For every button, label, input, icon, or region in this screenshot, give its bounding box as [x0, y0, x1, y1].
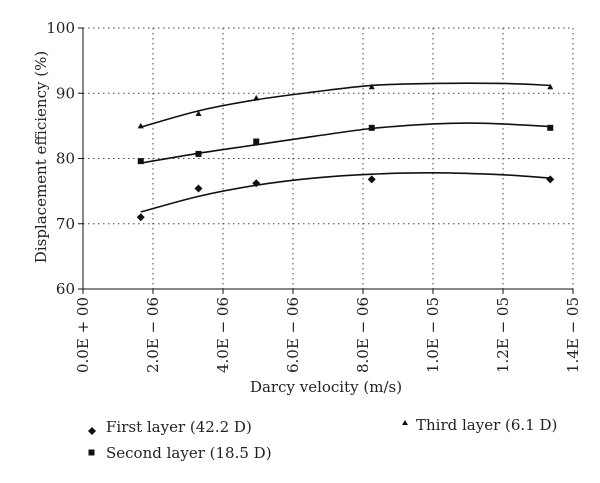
data-point-series-2 — [547, 124, 554, 131]
y-tick-label: 60 — [56, 280, 75, 298]
trend-line-series-1 — [140, 172, 551, 213]
y-tick-label: 80 — [56, 150, 75, 168]
data-point-series-3 — [253, 94, 260, 101]
y-axis-title: Displacement efficiency (%) — [32, 51, 50, 263]
x-tick-label: 1.2E − 05 — [494, 297, 512, 373]
data-point-series-3 — [137, 122, 144, 129]
legend-item-first-layer: First layer (42.2 D) — [88, 418, 252, 436]
data-point-series-3 — [368, 83, 375, 90]
data-point-series-2 — [253, 138, 260, 145]
data-point-series-2 — [195, 150, 202, 157]
grid — [83, 27, 574, 289]
y-ticks: 60 70 80 90 100 — [46, 19, 83, 298]
legend-marker-square — [88, 449, 95, 456]
x-tick-label: 1.4E − 05 — [564, 297, 582, 373]
data-point-series-3 — [195, 110, 202, 116]
legend-marker-diamond — [88, 427, 96, 435]
legend-label: First layer (42.2 D) — [106, 418, 252, 436]
trend-line-series-2 — [140, 122, 551, 164]
data-point-series-2 — [137, 158, 144, 165]
y-tick-label: 70 — [56, 215, 75, 233]
legend-marker-triangle — [402, 420, 408, 425]
x-tick-label: 6.0E − 06 — [284, 297, 302, 373]
x-ticks: 0.0E + 00 2.0E − 06 4.0E − 06 6.0E − 06 8.0E… — [74, 289, 582, 373]
x-tick-label: 2.0E − 06 — [144, 297, 162, 373]
data-point-series-1 — [367, 175, 376, 184]
x-axis-title: Darcy velocity (m/s) — [250, 378, 402, 396]
data-point-series-1 — [252, 179, 261, 188]
data-point-series-1 — [546, 175, 555, 184]
legend-label: Second layer (18.5 D) — [106, 444, 272, 462]
x-tick-label: 0.0E + 00 — [74, 297, 92, 373]
data-point-series-2 — [368, 124, 375, 131]
legend-item-second-layer: Second layer (18.5 D) — [88, 444, 272, 462]
legend-item-third-layer: Third layer (6.1 D) — [402, 416, 557, 434]
y-tick-label: 100 — [46, 19, 75, 37]
x-tick-label: 8.0E − 06 — [354, 297, 372, 373]
data-point-series-1 — [194, 184, 203, 193]
data-points — [136, 83, 555, 222]
trend-line-series-3 — [140, 82, 551, 128]
legend: First layer (42.2 D) Second layer (18.5 … — [88, 416, 557, 462]
legend-label: Third layer (6.1 D) — [416, 416, 557, 434]
trend-lines — [140, 82, 551, 213]
data-point-series-3 — [547, 83, 554, 90]
y-tick-label: 90 — [56, 84, 75, 102]
data-point-series-1 — [136, 213, 145, 222]
x-tick-label: 1.0E − 05 — [424, 297, 442, 373]
x-tick-label: 4.0E − 06 — [214, 297, 232, 373]
